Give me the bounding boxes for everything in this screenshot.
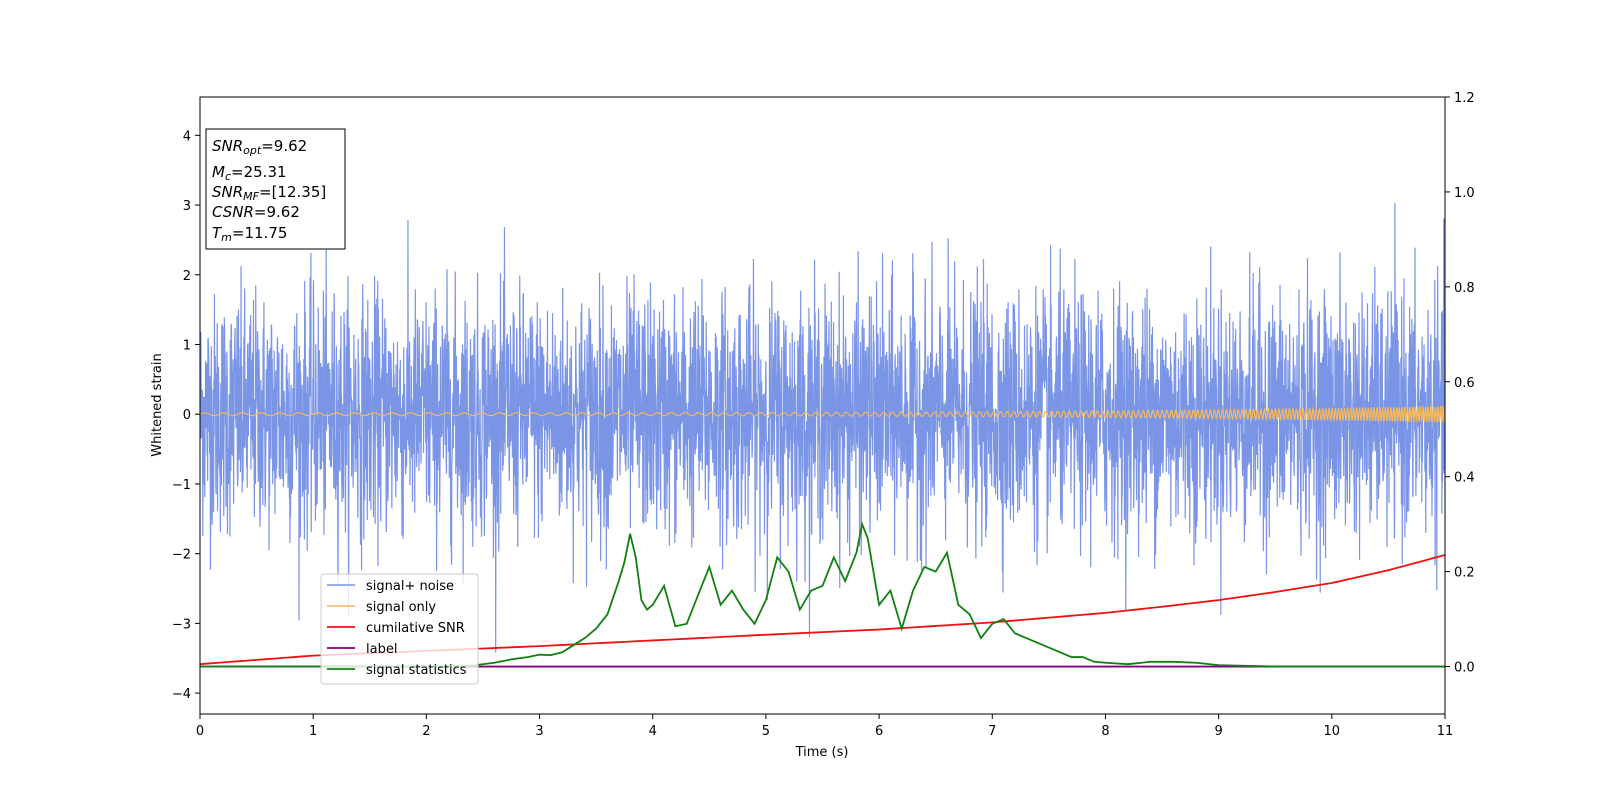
x-tick-label: 9 [1214, 724, 1222, 739]
x-tick-label: 7 [988, 724, 996, 739]
legend-item-signal-noise: signal+ noise [327, 579, 454, 594]
info-tm: Tm=11.75 [212, 224, 287, 244]
legend-label-label: label [366, 642, 397, 657]
y2-tick-label: 1.2 [1454, 91, 1475, 106]
y2-tick-label: 0.6 [1454, 376, 1475, 391]
y2-axis-ticks: 0.0 0.2 0.4 0.6 0.8 1.0 1.2 [1445, 91, 1475, 676]
y-axis-ticks: −4 −3 −2 −1 0 1 2 3 4 [172, 129, 200, 702]
series-line-signal-statistics [200, 520, 1445, 668]
x-tick-label: 3 [535, 724, 543, 739]
x-tick-label: 8 [1101, 724, 1109, 739]
y-tick-label: −2 [172, 548, 191, 563]
y-axis-label: Whitened strain [150, 353, 165, 456]
plot-frame [199, 96, 1446, 715]
y-tick-label: 0 [183, 408, 191, 423]
x-axis-label: Time (s) [795, 745, 849, 760]
legend-label-signal-noise: signal+ noise [366, 579, 454, 594]
y2-tick-label: 0.8 [1454, 281, 1475, 296]
x-axis-ticks: 0 1 2 3 4 5 6 7 8 9 10 11 [196, 714, 1453, 739]
legend-label-signal-statistics: signal statistics [366, 663, 467, 678]
legend-label-cumulative-snr: cumilative SNR [366, 621, 465, 636]
y2-tick-label: 0.2 [1454, 566, 1475, 581]
info-mc: Mc=25.31 [212, 163, 287, 183]
series-line-signal-only [200, 405, 1445, 424]
x-tick-label: 4 [649, 724, 657, 739]
info-box: SNRopt=9.62 Mc=25.31 SNRMF=[12.35] CSNR=… [205, 128, 346, 250]
x-tick-label: 5 [762, 724, 770, 739]
info-snr-mf: SNRMF=[12.35] [212, 183, 326, 203]
x-tick-label: 0 [196, 724, 204, 739]
legend-frame [320, 573, 479, 685]
y-tick-label: 1 [183, 338, 191, 353]
x-tick-label: 11 [1437, 724, 1454, 739]
y-tick-label: −4 [172, 687, 191, 702]
info-box-frame [205, 128, 346, 250]
legend-label-signal-only: signal only [366, 600, 436, 615]
legend-item-signal-only: signal only [327, 600, 436, 615]
info-snr-opt: SNRopt=9.62 [212, 137, 307, 157]
y2-tick-label: 1.0 [1454, 186, 1475, 201]
legend-item-cumulative-snr: cumilative SNR [327, 621, 465, 636]
y-tick-label: 2 [183, 269, 191, 284]
legend-item-signal-statistics: signal statistics [327, 663, 467, 678]
y2-tick-label: 0.4 [1454, 471, 1475, 486]
legend-item-label: label [327, 642, 397, 657]
y-tick-label: 3 [183, 199, 191, 214]
y-tick-label: −1 [172, 478, 191, 493]
x-tick-label: 1 [309, 724, 317, 739]
y2-tick-label: 0.0 [1454, 661, 1475, 676]
info-csnr: CSNR=9.62 [212, 203, 300, 221]
y-tick-label: 4 [183, 129, 191, 144]
x-tick-label: 10 [1324, 724, 1341, 739]
x-tick-label: 6 [875, 724, 883, 739]
y-tick-label: −3 [172, 617, 191, 632]
x-tick-label: 2 [422, 724, 430, 739]
legend: signal+ noise signal only cumilative SNR… [320, 573, 479, 685]
series-line-signal-noise [200, 203, 1445, 653]
